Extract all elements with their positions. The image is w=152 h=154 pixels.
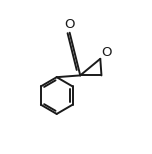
- Text: O: O: [101, 46, 111, 59]
- Text: O: O: [64, 18, 75, 31]
